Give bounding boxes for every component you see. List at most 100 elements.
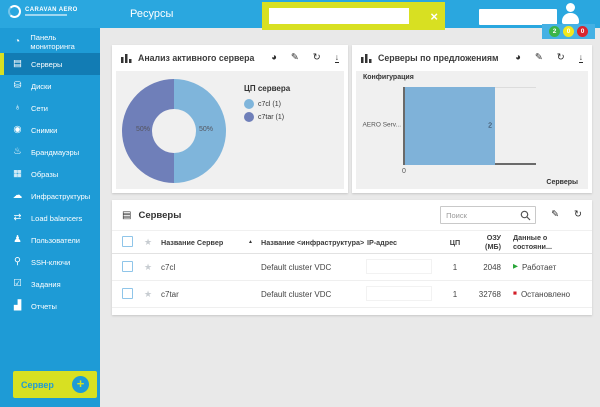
col-cpu[interactable]: ЦП	[449, 237, 461, 247]
sort-asc-icon[interactable]: ▲	[248, 239, 253, 245]
key-icon: ⚲	[14, 256, 21, 268]
status-badge-error[interactable]: 0	[577, 26, 588, 37]
status-badge: ▶ Работает	[505, 263, 582, 272]
sidebar-item-label: Задания	[31, 279, 61, 289]
sidebar-item-label: Сети	[31, 103, 48, 113]
bar-aero-server[interactable]: 2	[405, 87, 495, 165]
sidebar-item-firewalls[interactable]: ♨ Брандмауэры	[0, 141, 100, 163]
reports-icon: ▟	[13, 300, 22, 312]
user-icon: ♟	[13, 234, 22, 246]
close-icon[interactable]: ×	[430, 8, 438, 24]
row-checkbox[interactable]	[122, 260, 133, 272]
table-row[interactable]: ★ c7cl Default cluster VDC 1 2048 ▶ Рабо…	[112, 254, 592, 281]
col-infrastructure[interactable]: Название <инфраструктура>	[261, 237, 365, 247]
logo-text: CARAVAN AERO	[25, 6, 78, 13]
sidebar-item-servers[interactable]: ▤ Серверы	[0, 53, 100, 75]
sidebar-item-label: SSH-ключи	[31, 257, 71, 267]
sidebar-item-reports[interactable]: ▟ Отчеты	[0, 295, 100, 317]
edit-icon[interactable]: ✎	[534, 52, 543, 64]
bar-chart-icon	[361, 54, 372, 63]
x-tick-zero: 0	[402, 168, 406, 175]
sidebar-item-dashboard[interactable]: ◔ Панель мониторинга	[0, 31, 100, 53]
sidebar-item-label: Образы	[31, 169, 59, 179]
avatar-body	[561, 13, 579, 24]
sidebar-item-networks[interactable]: ♁ Сети	[0, 97, 100, 119]
panel-title: Серверы по предложениям п...	[378, 53, 502, 63]
logo-tagline	[25, 14, 67, 17]
legend-label: c7cl (1)	[258, 100, 281, 108]
legend-item-c7cl[interactable]: c7cl (1)	[244, 99, 290, 109]
server-ram: 2048	[483, 262, 501, 272]
sidebar-item-label: Брандмауэры	[31, 147, 80, 157]
sidebar-item-label: Серверы	[31, 59, 63, 69]
status-badge-warning[interactable]: 0	[563, 26, 574, 37]
user-name-redacted	[479, 9, 557, 25]
plus-icon: +	[72, 376, 89, 393]
server-cpu: 1	[452, 289, 458, 299]
sidebar-item-infrastructures[interactable]: ☁ Инфраструктуры	[0, 185, 100, 207]
search-box	[440, 206, 537, 224]
col-ram[interactable]: ОЗУ (МБ)	[485, 233, 501, 251]
status-indicators: 2 0 0	[542, 24, 595, 39]
shuffle-icon: ⇄	[13, 212, 22, 224]
server-cpu: 1	[452, 262, 458, 272]
table-title: Серверы	[138, 209, 182, 221]
add-server-button[interactable]: Сервер +	[13, 371, 97, 398]
star-icon: ★	[144, 236, 153, 247]
running-icon: ▶	[513, 262, 518, 270]
download-icon[interactable]: ↓	[578, 52, 583, 63]
panel-title: Анализ активного сервера (ЦП)	[138, 53, 257, 63]
star-icon[interactable]: ★	[144, 288, 153, 299]
row-checkbox[interactable]	[122, 287, 133, 299]
col-ip-address[interactable]: IP-адрес	[367, 237, 398, 247]
server-infrastructure: Default cluster VDC	[261, 262, 332, 272]
sidebar-item-disks[interactable]: ⛁ Диски	[0, 75, 100, 97]
status-badge: ■ Остановлено	[505, 290, 582, 299]
sidebar-item-load-balancers[interactable]: ⇄ Load balancers	[0, 207, 100, 229]
search-input[interactable]	[441, 210, 520, 220]
edit-icon[interactable]: ✎	[551, 209, 560, 221]
status-badge-ok[interactable]: 2	[549, 26, 560, 37]
download-icon[interactable]: ↓	[334, 52, 339, 63]
status-text: Остановлено	[520, 289, 571, 299]
sidebar-item-label: Инфраструктуры	[31, 191, 91, 201]
dashboard-icon: ◔	[14, 36, 21, 48]
notification-text-redacted	[269, 8, 409, 24]
pie-chart-toggle-icon[interactable]: ◕	[271, 52, 277, 64]
search-icon[interactable]	[520, 210, 531, 221]
caravan-aero-logo[interactable]: CARAVAN AERO	[8, 5, 78, 18]
server-name[interactable]: c7tar	[161, 289, 179, 299]
sidebar-item-images[interactable]: ▦ Образы	[0, 163, 100, 185]
flame-icon: ♨	[13, 146, 22, 158]
servers-icon: ▤	[13, 58, 22, 70]
disks-icon: ⛁	[13, 80, 22, 92]
refresh-icon[interactable]: ↻	[556, 52, 565, 64]
donut-chart[interactable]	[122, 79, 226, 183]
pie-chart-toggle-icon[interactable]: ◕	[515, 52, 521, 64]
plot-area: AERO Serv... 2 0	[362, 87, 536, 175]
sidebar-item-ssh-keys[interactable]: ⚲ SSH-ключи	[0, 251, 100, 273]
user-avatar-icon[interactable]	[559, 3, 581, 25]
sidebar-nav: ◔ Панель мониторинга ▤ Серверы ⛁ Диски ♁…	[0, 28, 100, 407]
donut-legend: ЦП сервера c7cl (1) c7tar (1)	[244, 84, 290, 125]
select-all-checkbox[interactable]	[122, 235, 133, 247]
bar-value: 2	[488, 122, 492, 130]
col-server-name[interactable]: Название Сервер	[161, 237, 224, 247]
camera-icon: ◉	[13, 124, 22, 136]
server-infrastructure: Default cluster VDC	[261, 289, 332, 299]
col-status[interactable]: Данные о состояни...	[513, 233, 552, 251]
refresh-icon[interactable]: ↻	[312, 52, 321, 64]
refresh-icon[interactable]: ↻	[574, 209, 582, 221]
star-icon[interactable]: ★	[144, 261, 153, 272]
ip-address-redacted	[367, 259, 431, 273]
servers-icon: ▤	[122, 209, 132, 221]
legend-item-c7tar[interactable]: c7tar (1)	[244, 112, 290, 122]
sidebar-item-tasks[interactable]: ☑ Задания	[0, 273, 100, 295]
sidebar-item-snapshots[interactable]: ◉ Снимки	[0, 119, 100, 141]
server-name[interactable]: c7cl	[161, 262, 176, 272]
bar-chart-icon	[121, 54, 132, 63]
edit-icon[interactable]: ✎	[290, 52, 299, 64]
table-row[interactable]: ★ c7tar Default cluster VDC 1 32768 ■ Ос…	[112, 281, 592, 308]
logo-icon	[8, 5, 21, 18]
sidebar-item-users[interactable]: ♟ Пользователи	[0, 229, 100, 251]
